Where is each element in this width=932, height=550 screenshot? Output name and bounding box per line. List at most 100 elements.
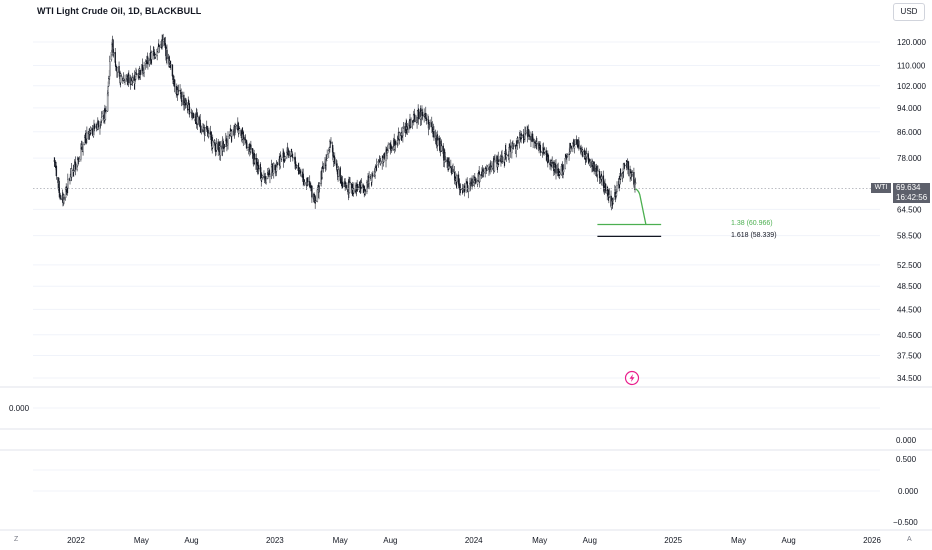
candle <box>456 173 458 188</box>
candle <box>316 189 319 203</box>
candle <box>109 55 111 80</box>
candle <box>444 156 447 163</box>
candle <box>475 177 477 184</box>
candle <box>448 157 450 170</box>
fib-extension-lines[interactable] <box>597 223 662 238</box>
candle <box>328 148 330 159</box>
price-tick-label: 102.000 <box>897 82 926 91</box>
candle <box>183 91 185 111</box>
candle <box>634 179 636 193</box>
candle <box>357 183 359 192</box>
candle <box>383 152 386 160</box>
time-tick-label: May <box>333 536 348 545</box>
candle <box>116 67 119 78</box>
price-tick-label: 34.500 <box>897 374 922 383</box>
candle <box>437 134 439 147</box>
candle <box>459 183 462 194</box>
fib-label-1: 1.38 (60.966) <box>731 219 773 227</box>
candle <box>398 131 401 145</box>
candle <box>135 69 138 76</box>
candle <box>582 149 584 158</box>
candle <box>141 58 144 72</box>
candle <box>543 146 546 155</box>
candle <box>228 134 231 139</box>
candle <box>536 137 538 150</box>
candle <box>275 160 278 177</box>
candle <box>227 131 229 150</box>
projection-path[interactable] <box>635 188 647 225</box>
time-tick-label: Aug <box>184 536 198 545</box>
candle <box>465 178 467 194</box>
price-tick-label: 58.500 <box>897 232 922 241</box>
candle <box>288 150 290 159</box>
price-tick-label: 86.000 <box>897 128 922 137</box>
symbol-title[interactable]: WTI Light Crude Oil, 1D, BLACKBULL <box>37 6 202 16</box>
candle <box>326 149 328 160</box>
flash-icon[interactable] <box>624 370 640 386</box>
candle <box>418 108 420 125</box>
candle <box>261 174 264 180</box>
candle <box>559 168 561 179</box>
candle <box>353 182 355 194</box>
candle <box>280 154 282 159</box>
candle <box>566 153 569 158</box>
candle <box>70 163 73 182</box>
candle <box>482 167 485 178</box>
candle <box>372 170 374 177</box>
candle <box>574 139 576 146</box>
candle <box>100 111 103 124</box>
candle <box>303 179 305 187</box>
candle <box>189 106 191 114</box>
candle <box>173 79 176 93</box>
candle <box>505 152 508 162</box>
price-tick-label: 52.500 <box>897 261 922 270</box>
price-grid <box>33 41 880 379</box>
time-tick-label: May <box>731 536 746 545</box>
candle <box>134 77 136 91</box>
time-tick-label: 2024 <box>465 536 483 545</box>
price-tick-label: 37.500 <box>897 352 922 361</box>
candle <box>627 160 630 177</box>
candle <box>120 72 122 88</box>
candle <box>154 53 157 59</box>
candle <box>501 161 504 164</box>
bar-countdown: 16:42:56 <box>896 192 928 202</box>
timezone-button[interactable]: Z <box>14 536 19 543</box>
candle <box>196 112 199 131</box>
currency-button[interactable]: USD <box>893 3 925 21</box>
candle <box>78 156 80 162</box>
candle <box>421 108 424 121</box>
candle <box>307 176 309 186</box>
candle <box>86 126 88 144</box>
auto-scale-button[interactable]: A <box>907 536 912 543</box>
time-tick-label: 2022 <box>67 536 85 545</box>
price-tick-label: 110.000 <box>897 61 926 70</box>
candle <box>634 177 637 185</box>
candle <box>246 142 248 151</box>
candle <box>440 139 443 152</box>
candle <box>490 161 492 173</box>
candle <box>631 170 633 177</box>
candle <box>284 155 286 162</box>
time-tick-label: 2025 <box>664 536 682 545</box>
candle <box>330 137 332 145</box>
candle <box>147 55 149 70</box>
time-axis[interactable]: 2022 May Aug 2023 May Aug 2024 May Aug 2025 May Aug… <box>67 536 881 545</box>
candle <box>578 137 580 151</box>
candle <box>515 140 517 158</box>
candle <box>517 137 519 146</box>
candle <box>467 187 469 199</box>
candle <box>322 162 325 173</box>
candle <box>265 176 267 185</box>
time-tick-label: Aug <box>782 536 796 545</box>
candle <box>471 175 473 190</box>
candle <box>276 161 279 166</box>
candle <box>311 185 313 203</box>
price-axis[interactable]: 120.000 110.000 102.000 94.000 86.000 78.000 6… <box>897 38 926 383</box>
candle <box>604 183 607 194</box>
candle <box>429 119 431 128</box>
candle <box>181 91 183 106</box>
candle <box>589 158 591 168</box>
candle <box>223 144 225 153</box>
